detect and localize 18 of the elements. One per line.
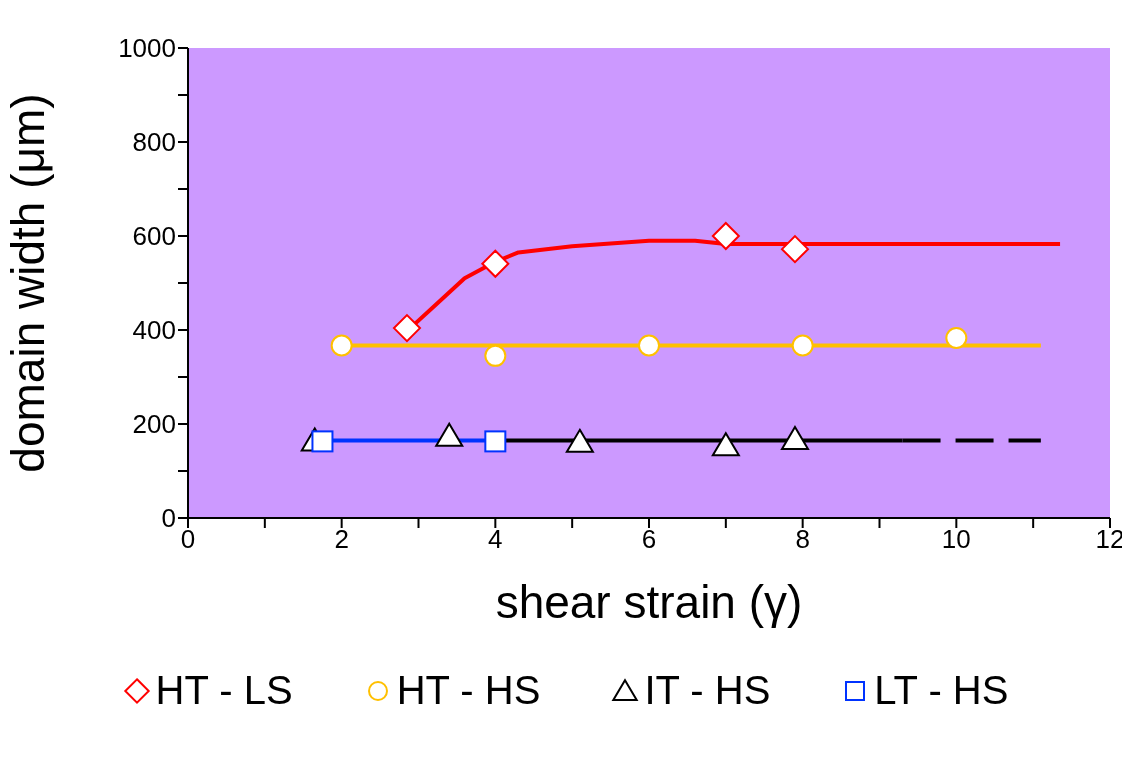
y-tick-label: 200: [132, 409, 176, 440]
y-axis-title: domain width (μm): [2, 93, 55, 473]
legend-label: LT - HS: [874, 668, 1009, 713]
legend-label: HT - LS: [155, 668, 293, 713]
x-tick-label: 6: [641, 524, 657, 555]
x-tick-label: 8: [795, 524, 810, 555]
x-tick-label: 10: [941, 524, 971, 555]
y-tick-label: 800: [132, 127, 176, 158]
x-tick-label: 4: [488, 524, 503, 555]
y-tick-label: 1000: [118, 33, 176, 64]
legend-label: HT - HS: [396, 668, 541, 713]
y-tick-label: 600: [132, 221, 176, 252]
legend-label: IT - HS: [644, 668, 771, 713]
y-tick-label: 0: [161, 503, 176, 534]
y-tick-label: 400: [132, 315, 176, 346]
x-tick-label: 2: [334, 524, 349, 555]
x-tick-label: 0: [180, 524, 196, 555]
x-axis-title: shear strain (γ): [495, 576, 803, 628]
